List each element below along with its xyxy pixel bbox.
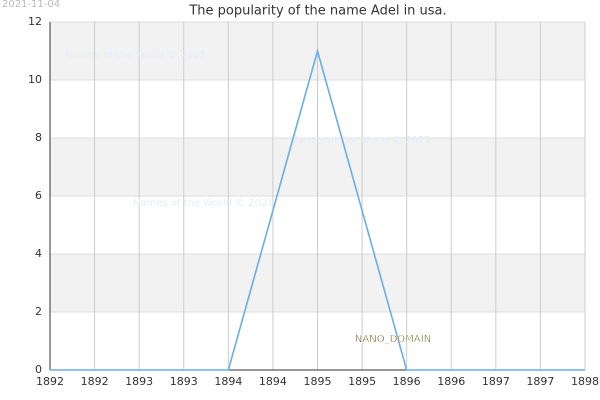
watermark: Names of the World © 2021 [290, 135, 431, 146]
x-tick-label: 1892 [81, 375, 109, 388]
x-tick-label: 1893 [170, 375, 198, 388]
chart-title: The popularity of the name Adel in usa. [188, 4, 446, 19]
x-tick-label: 1894 [259, 375, 287, 388]
x-tick-label: 1897 [526, 375, 554, 388]
y-tick-label: 8 [35, 131, 42, 144]
x-tick-label: 1894 [214, 375, 242, 388]
y-tick-label: 12 [28, 15, 42, 28]
y-tick-label: 4 [35, 247, 42, 260]
x-tick-label: 1896 [393, 375, 421, 388]
x-tick-label: 1898 [571, 375, 599, 388]
x-tick-label: 1896 [437, 375, 465, 388]
annotation: NANO_DOMAIN [355, 334, 431, 345]
x-tick-label: 1892 [36, 375, 64, 388]
x-tick-label: 1893 [125, 375, 153, 388]
line [50, 48, 585, 371]
watermark: Names of the World © 2021 [133, 198, 274, 209]
y-tick-label: 6 [35, 189, 42, 202]
x-tick-label: 1895 [304, 375, 332, 388]
y-tick-label: 10 [28, 73, 42, 86]
y-tick-label: 2 [35, 305, 42, 318]
date-label: 2021-11-04 [2, 0, 60, 10]
y-tick-label: 0 [35, 363, 42, 376]
x-tick-label: 1895 [348, 375, 376, 388]
x-tick-label: 1897 [482, 375, 510, 388]
watermark: Names of the World © 2021 [65, 50, 206, 61]
